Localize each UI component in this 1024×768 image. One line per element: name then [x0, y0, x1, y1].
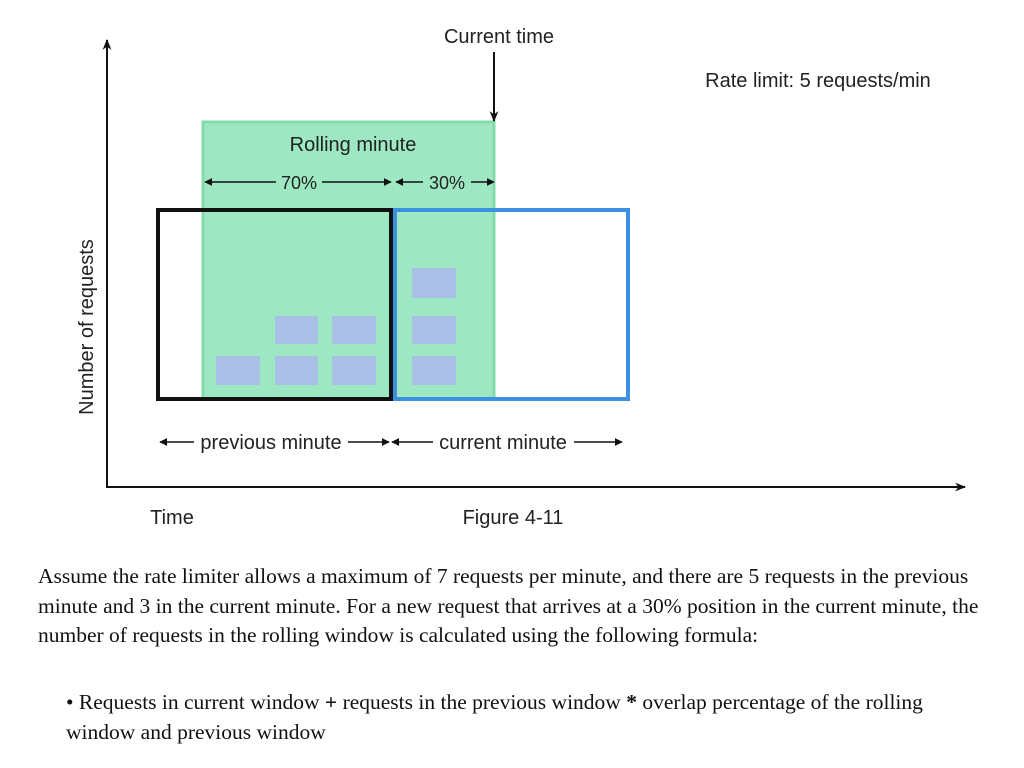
request-block — [412, 268, 456, 298]
current-minute-window — [393, 208, 630, 401]
current-time-label: Current time — [444, 26, 554, 48]
formula-bullet: • Requests in current window + requests … — [66, 688, 986, 747]
rolling-window-diagram: Current time Rate limit: 5 requests/min … — [76, 26, 967, 529]
y-axis-label: Number of requests — [76, 239, 98, 415]
request-block — [216, 356, 260, 385]
x-axis-label: Time — [150, 507, 194, 529]
times-operator: * — [626, 690, 637, 714]
figure-caption: Figure 4-11 — [463, 507, 564, 529]
request-block — [275, 356, 318, 385]
formula-part-3: overlap percentage of the rolling window… — [66, 690, 923, 744]
rate-limit-label: Rate limit: 5 requests/min — [705, 70, 931, 92]
explanation-paragraph: Assume the rate limiter allows a maximum… — [38, 564, 979, 647]
plus-operator: + — [324, 690, 338, 714]
previous-minute-window — [156, 208, 393, 401]
bullet-marker: • — [66, 690, 74, 714]
pct-70-label: 70% — [281, 173, 317, 193]
rolling-minute-label: Rolling minute — [290, 134, 417, 156]
current-minute-label: current minute — [439, 432, 567, 454]
previous-minute-label: previous minute — [200, 432, 341, 454]
request-block — [412, 356, 456, 385]
formula-part-1: Requests in current window — [78, 690, 320, 714]
request-block — [332, 316, 376, 344]
request-block — [275, 316, 318, 344]
formula-part-2: requests in the previous window — [342, 690, 621, 714]
rolling-minute-region — [201, 120, 496, 401]
pct-30-label: 30% — [429, 173, 465, 193]
request-block — [332, 356, 376, 385]
request-block — [412, 316, 456, 344]
